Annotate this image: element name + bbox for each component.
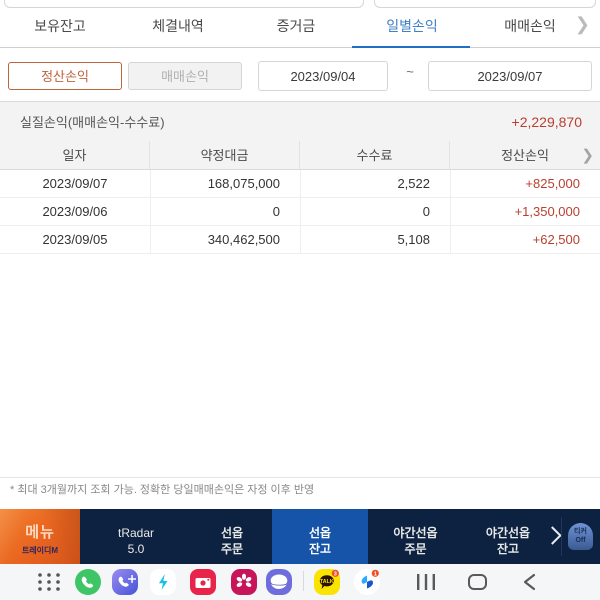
svg-text:TALK: TALK: [320, 579, 334, 585]
svg-text:1: 1: [374, 572, 377, 578]
svg-text:3: 3: [334, 572, 337, 578]
